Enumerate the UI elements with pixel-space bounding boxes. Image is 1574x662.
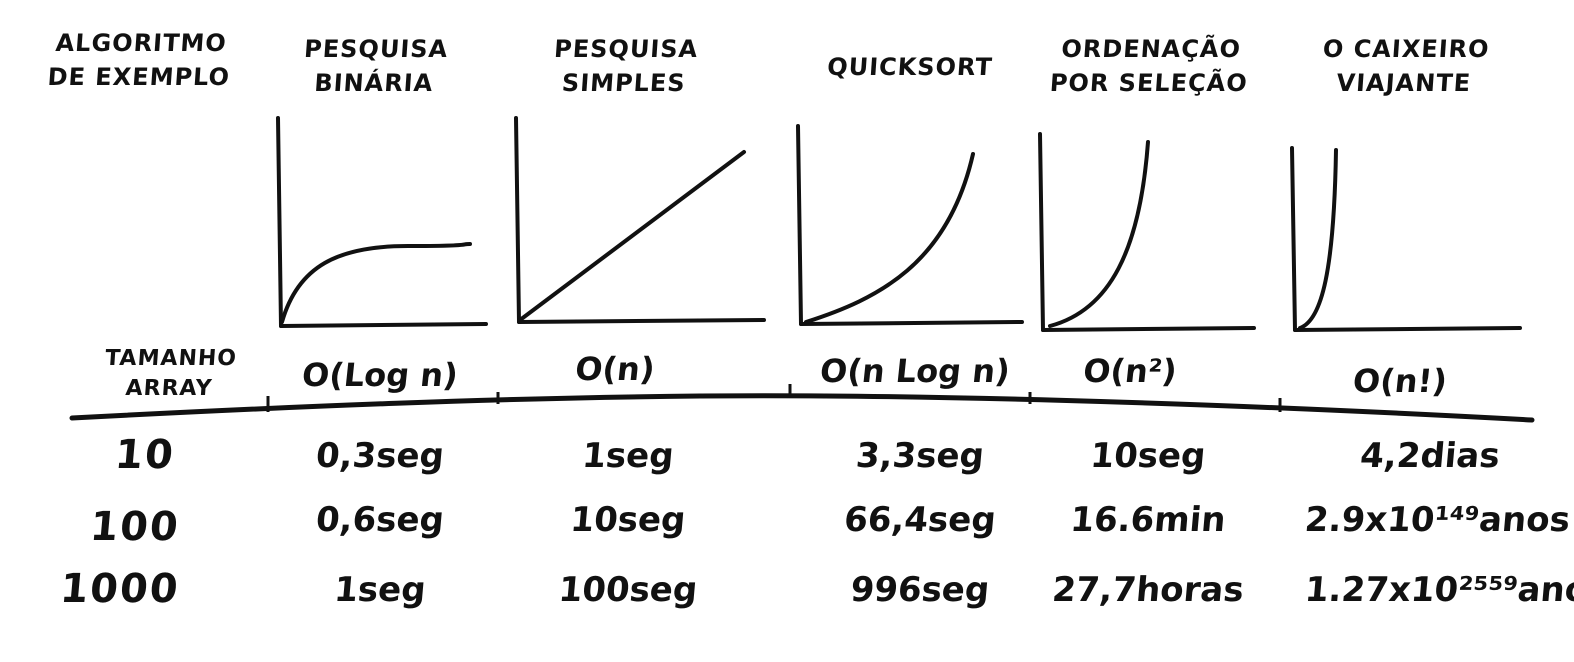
size-value-10: 10	[113, 432, 177, 478]
graph-x-axis	[799, 320, 1024, 326]
graph-curve-linear	[518, 150, 746, 322]
size-label-line-1: TAMANHO	[104, 346, 238, 371]
algorithm-name-selection-sort: ORDENAÇÃO POR SELEÇÃO	[1028, 32, 1273, 100]
complexity-label-simple-search: O(n)	[573, 350, 657, 388]
time-cell: 1seg	[332, 570, 428, 610]
time-cell: 996seg	[848, 570, 992, 610]
graph-x-axis	[517, 318, 766, 324]
algorithm-name-quicksort: QUICKSORT	[804, 50, 1016, 84]
time-cell: 4,2dias	[1358, 436, 1502, 476]
graph-y-axis	[514, 116, 521, 324]
complexity-label-selection-sort: O(n²)	[1081, 352, 1179, 390]
algorithm-name-line: VIAJANTE	[1335, 69, 1473, 97]
time-cell: 3,3seg	[854, 436, 986, 476]
complexity-label-quicksort: O(n Log n)	[818, 352, 1012, 390]
graph-y-axis	[1290, 146, 1297, 332]
algorithm-name-line: O CAIXEIRO	[1321, 35, 1491, 63]
time-cell: 1.27x10²⁵⁵⁹anos	[1303, 570, 1574, 610]
algorithm-name-line: ORDENAÇÃO	[1060, 35, 1242, 63]
algorithm-name-line: PESQUISA	[303, 35, 450, 63]
complexity-graphs	[276, 116, 1522, 332]
graph-curve-factorial	[1298, 148, 1338, 330]
graph-curve-logarithmic	[280, 242, 472, 324]
algorithm-name-line: BINÁRIA	[313, 69, 435, 97]
complexity-label-traveling-salesman: O(n!)	[1351, 362, 1449, 400]
size-label: TAMANHO ARRAY	[68, 344, 272, 404]
size-label-line-2: ARRAY	[124, 376, 214, 401]
time-cell: 10seg	[568, 500, 688, 540]
graph-x-axis	[1041, 326, 1256, 332]
algorithm-name-line: SIMPLES	[560, 69, 687, 97]
table-divider-line	[69, 393, 1535, 423]
graph-curve-quadratic	[1048, 140, 1150, 328]
time-cell: 16.6min	[1068, 500, 1228, 540]
size-value-1000: 1000	[58, 566, 182, 612]
graph-y-axis	[276, 116, 283, 328]
algorithm-name-line: POR SELEÇÃO	[1048, 69, 1249, 97]
time-cell: 10seg	[1088, 436, 1208, 476]
graph-curve-n-log-n	[804, 152, 975, 324]
time-cell: 66,4seg	[842, 500, 998, 540]
graph-x-axis	[279, 322, 488, 328]
row-label-algorithm: ALGORITMO DE EXEMPLO	[28, 26, 253, 94]
size-value-100: 100	[88, 504, 182, 550]
time-cell: 27,7horas	[1050, 570, 1246, 610]
row-label-line-2: DE EXEMPLO	[46, 63, 231, 91]
algorithm-name-traveling-salesman: O CAIXEIRO VIAJANTE	[1288, 32, 1523, 100]
time-cell: 0,3seg	[314, 436, 446, 476]
graph-y-axis	[1038, 132, 1045, 332]
graph-y-axis	[796, 124, 803, 326]
algorithm-name-simple-search: PESQUISA SIMPLES	[518, 32, 733, 100]
time-cell: 0,6seg	[314, 500, 446, 540]
algorithm-name-binary-search: PESQUISA BINÁRIA	[268, 32, 483, 100]
column-tick-marks	[266, 384, 1282, 412]
time-cell: 100seg	[556, 570, 700, 610]
row-label-line-1: ALGORITMO	[54, 29, 228, 57]
algorithm-name-line: PESQUISA	[553, 35, 700, 63]
time-cell: 1seg	[580, 436, 676, 476]
algorithm-name-line: QUICKSORT	[826, 53, 994, 81]
graph-x-axis	[1293, 326, 1522, 332]
complexity-label-binary-search: O(Log n)	[300, 356, 460, 394]
time-cell: 2.9x10¹⁴⁹anos	[1303, 500, 1572, 540]
